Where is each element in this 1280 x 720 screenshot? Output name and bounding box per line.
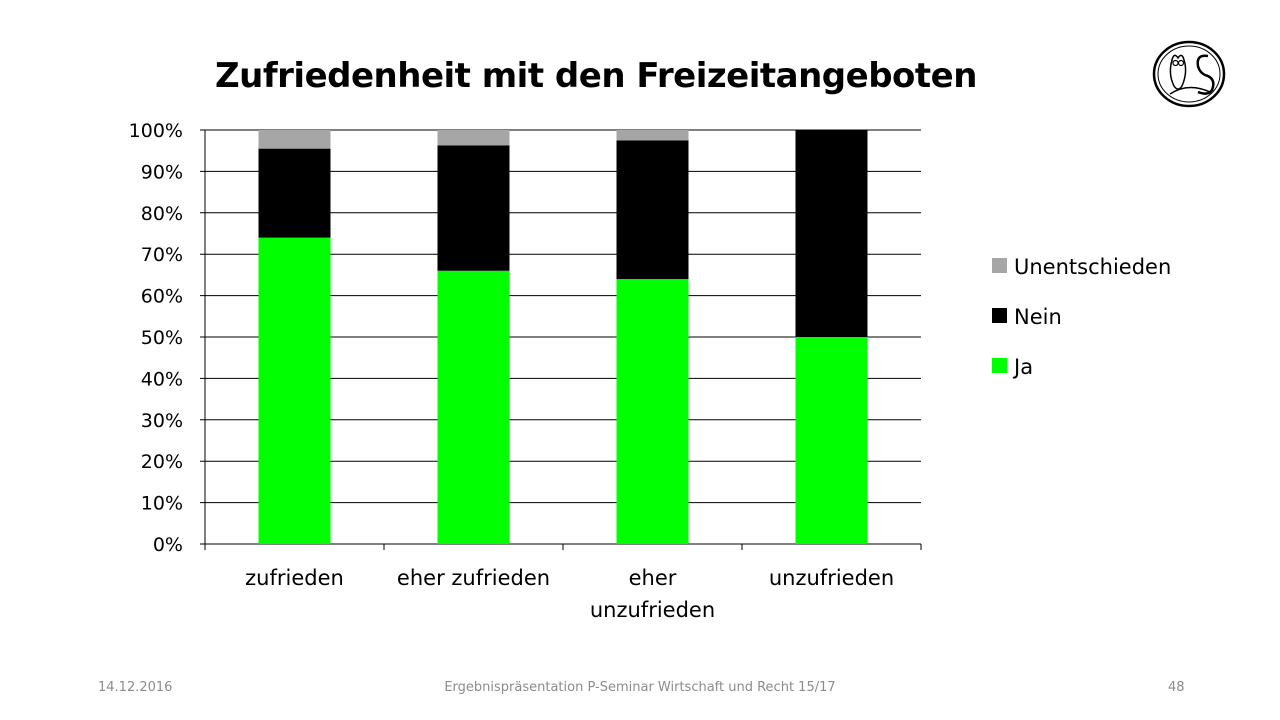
y-tick-label: 0%	[153, 534, 183, 556]
y-tick-label: 40%	[141, 368, 183, 390]
bar-ja	[795, 337, 868, 544]
x-tick-label: eher	[629, 566, 677, 590]
bar-unentschieden	[616, 130, 689, 141]
y-tick-label: 80%	[141, 203, 183, 225]
y-tick-label: 60%	[141, 286, 183, 308]
bar-nein	[795, 130, 868, 337]
bar-unentschieden	[258, 130, 331, 149]
bar-nein	[437, 145, 510, 271]
page-number: 48	[1168, 680, 1185, 695]
y-tick-label: 50%	[141, 327, 183, 349]
legend-label: Unentschieden	[1014, 255, 1171, 279]
stacked-bar-chart: 0% 10% 20% 30% 40% 50% 60% 70% 80% 90% 100% zufried…	[129, 120, 1172, 622]
legend-swatch	[992, 308, 1007, 323]
x-tick-label: eher zufrieden	[397, 566, 550, 590]
legend-label: Nein	[1014, 305, 1062, 329]
bar-unentschieden	[437, 130, 510, 146]
y-tick-label: 70%	[141, 244, 183, 266]
bar-ja	[258, 237, 331, 544]
owl-logo	[1152, 40, 1226, 108]
slide-title: Zufriedenheit mit den Freizeitangeboten	[215, 56, 977, 96]
bar-ja	[437, 270, 510, 544]
bar-nein	[616, 140, 689, 280]
legend-swatch	[992, 358, 1007, 373]
bar-ja	[616, 279, 689, 544]
x-tick-label: unzufrieden	[769, 566, 894, 590]
y-tick-label: 30%	[141, 410, 183, 432]
y-tick-label: 100%	[129, 120, 183, 142]
footer-text: Ergebnispräsentation P-Seminar Wirtschaf…	[444, 680, 836, 695]
y-tick-label: 90%	[141, 161, 183, 183]
bar-nein	[258, 148, 331, 238]
legend-swatch	[992, 258, 1007, 273]
x-tick-label: zufrieden	[245, 566, 344, 590]
y-tick-label: 20%	[141, 451, 183, 473]
y-tick-label: 10%	[141, 493, 183, 515]
legend-label: Ja	[1012, 355, 1033, 379]
x-tick-label: unzufrieden	[590, 598, 715, 622]
footer-date: 14.12.2016	[98, 680, 173, 695]
